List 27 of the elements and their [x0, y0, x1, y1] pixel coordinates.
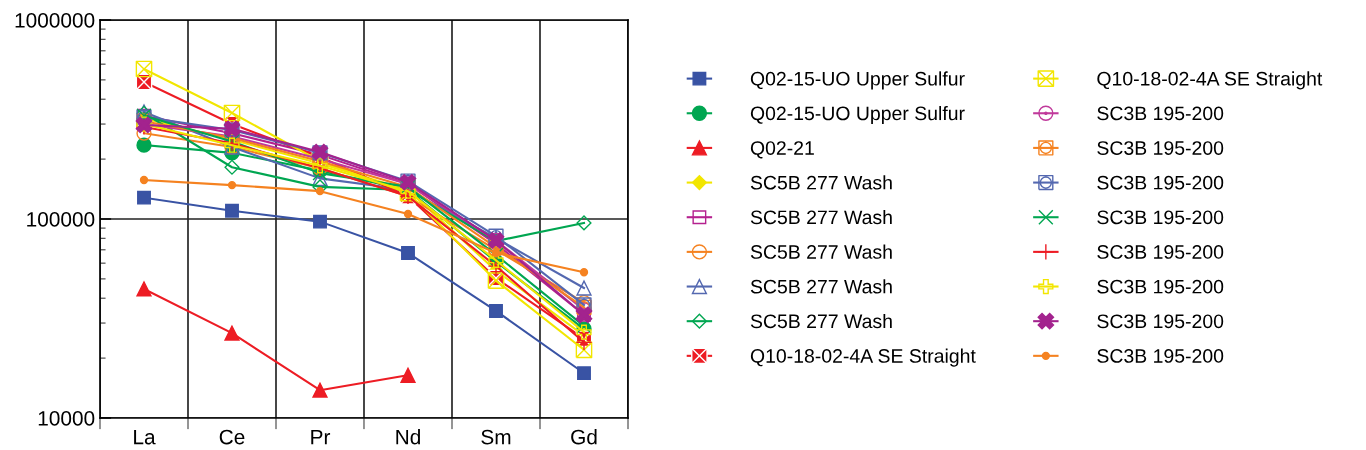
legend-label: SC3B 195-200: [1097, 175, 1224, 190]
x-tick-label: Pr: [311, 429, 331, 445]
legend-label: Q02-15-UO Upper Sulfur: [750, 105, 965, 125]
y-tick-label: 100000: [27, 212, 95, 227]
legend-label: Q10-18-02-4A SE Straight: [1097, 71, 1323, 90]
x-tick-label: Gd: [571, 429, 597, 445]
x-tick-label: Sm: [481, 429, 511, 445]
legend-label: SC5B 277 Wash: [750, 313, 892, 329]
legend-label: SC3B 195-200: [1097, 245, 1224, 259]
x-tick-label: Nd: [396, 429, 420, 445]
x-tick-label: Ce: [219, 429, 245, 445]
x-tick-label: La: [134, 429, 156, 445]
legend-label: SC3B 195-200: [1097, 106, 1224, 121]
legend-label: SC3B 195-200: [1097, 279, 1224, 294]
legend-label: Q02-15-UO Upper Sulfur: [750, 71, 965, 90]
legend-label: SC5B 277 Wash: [750, 209, 892, 225]
legend-label: SC5B 277 Wash: [750, 175, 892, 190]
legend-label: SC3B 195-200: [1097, 141, 1224, 155]
legend-label: SC3B 195-200: [1097, 349, 1224, 363]
legend-label: Q02-21: [750, 141, 814, 159]
legend-label: SC5B 277 Wash: [750, 279, 892, 294]
y-tick-label: 1000000: [15, 13, 95, 28]
legend-label: SC3B 195-200: [1097, 210, 1224, 225]
legend-label: SC5B 277 Wash: [750, 244, 892, 259]
y-tick-label: 10000: [38, 411, 95, 426]
legend-label: Q10-18-02-4A SE Straight: [750, 348, 976, 367]
legend-label: SC3B 195-200: [1097, 314, 1224, 329]
